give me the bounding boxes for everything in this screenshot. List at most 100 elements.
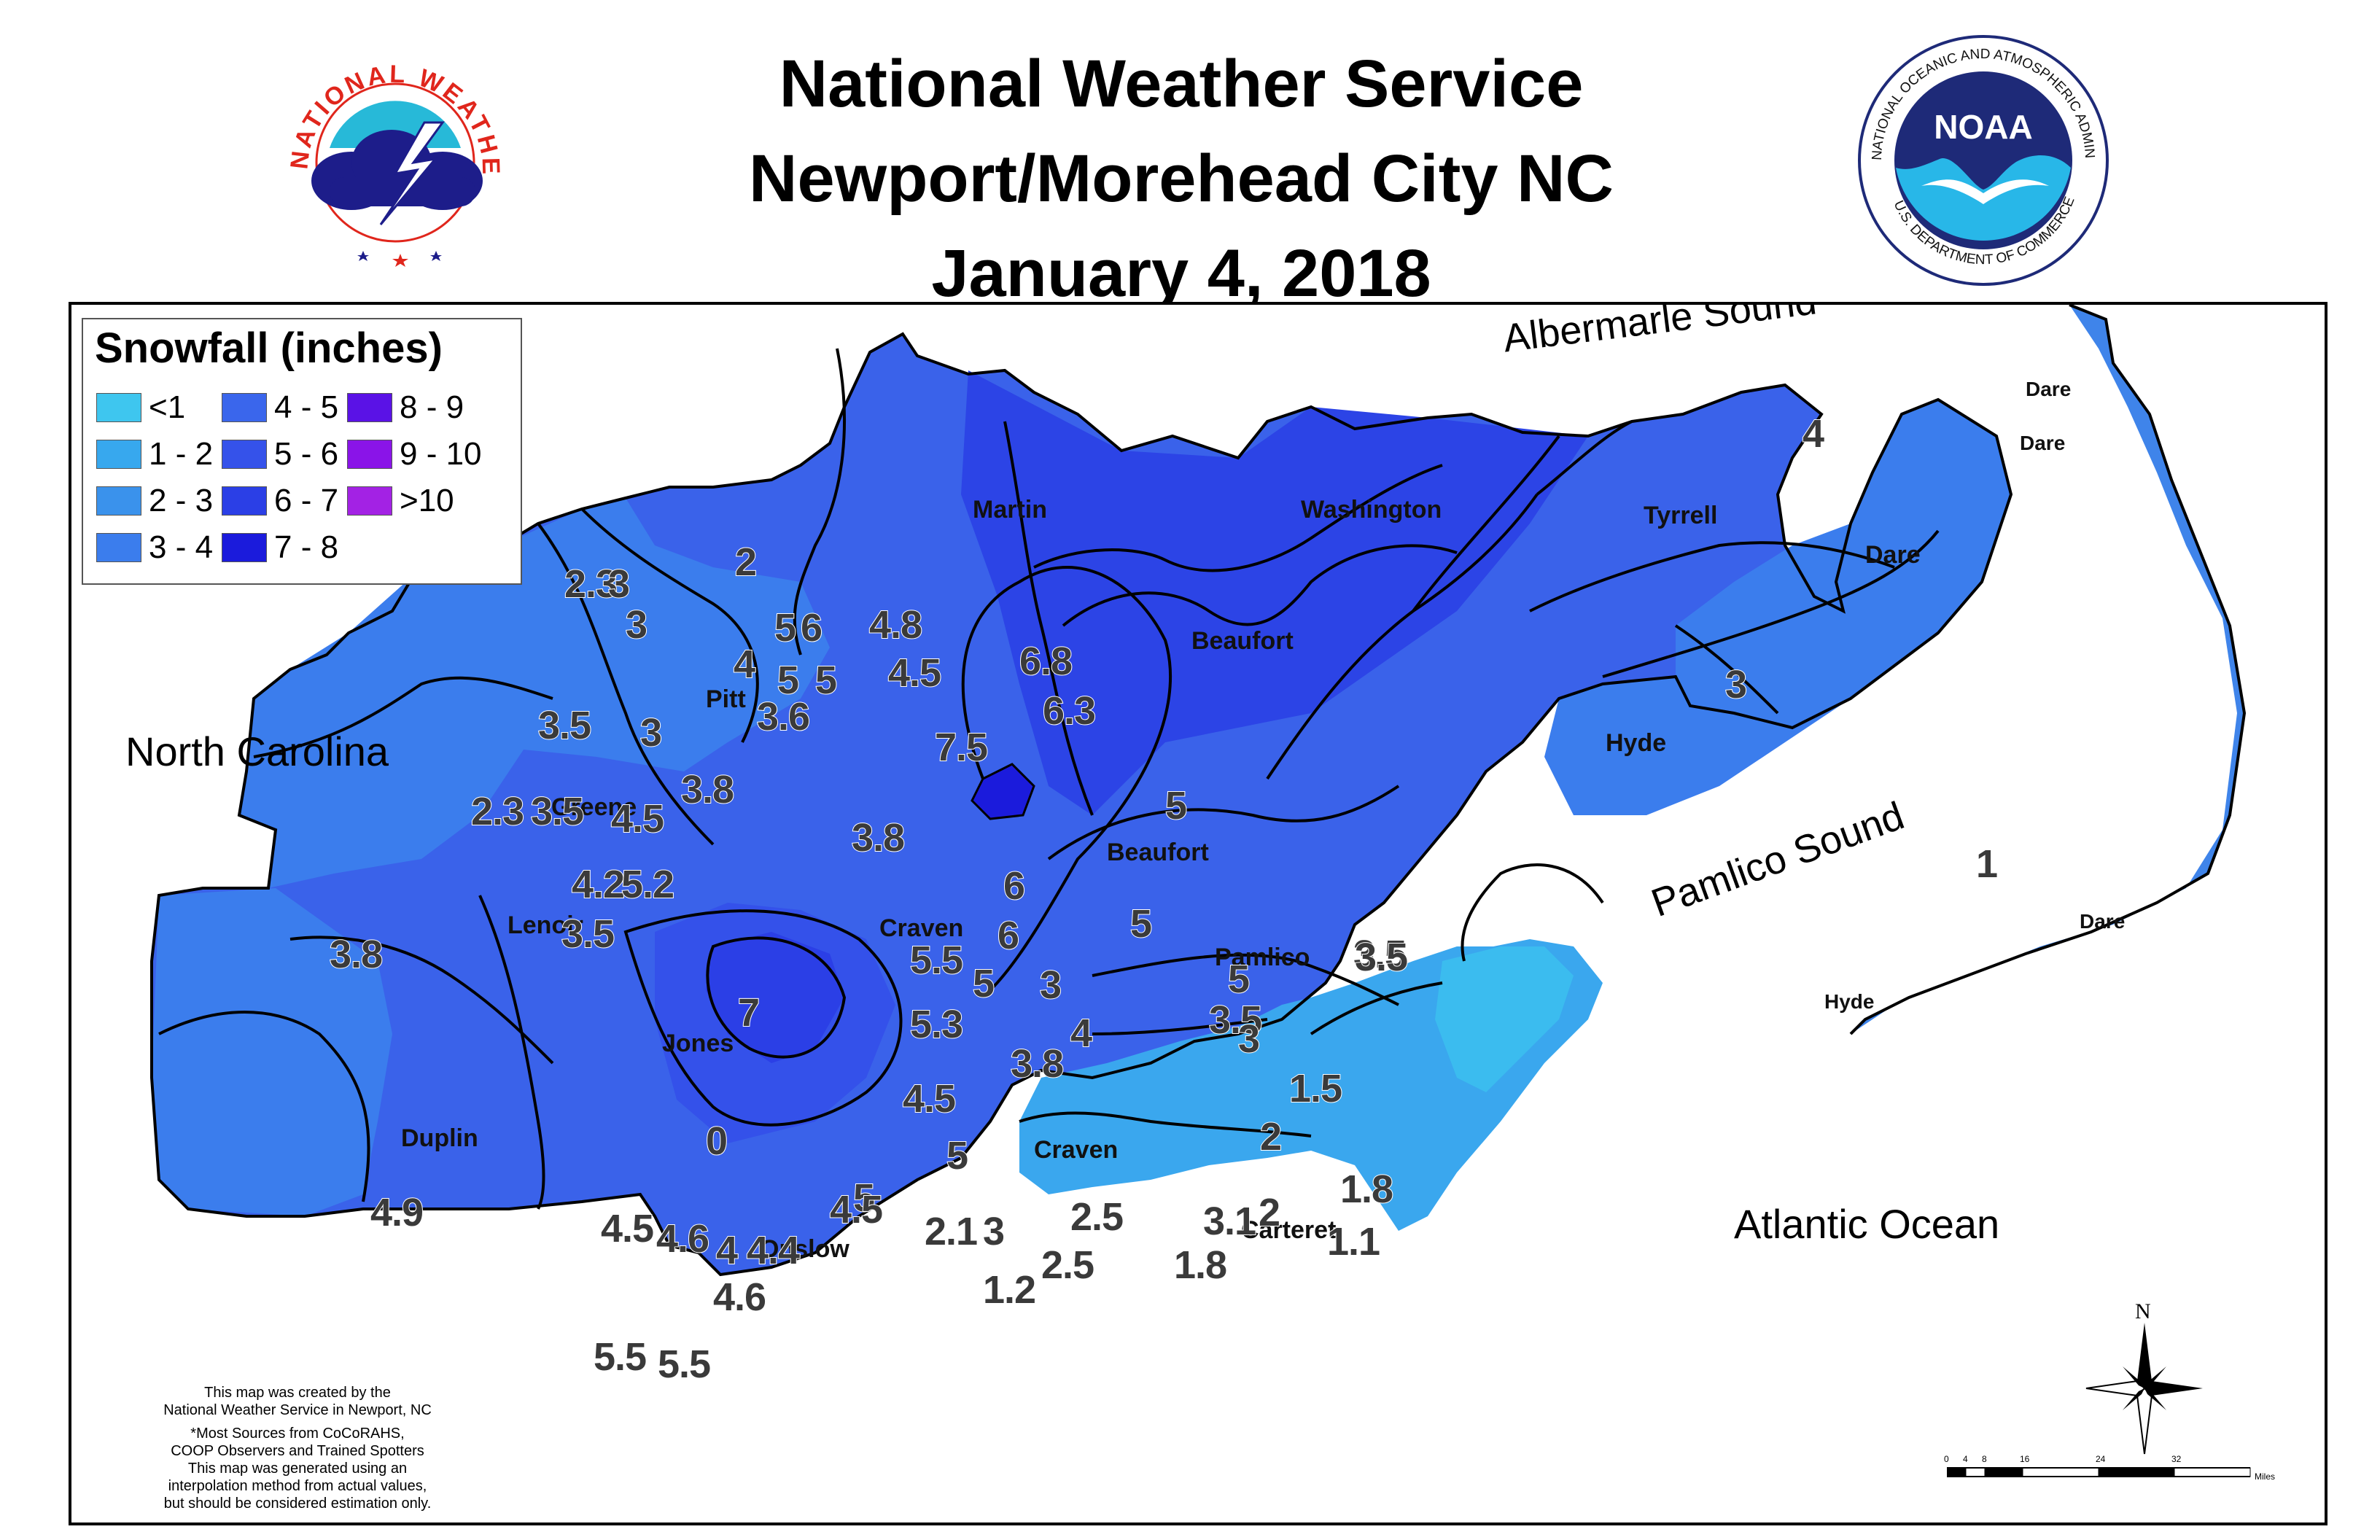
observation-value: 3 [1724,662,1748,707]
observation-value: 5 [946,1133,969,1178]
north-carolina-label: North Carolina [125,728,389,774]
observation-value: 2.5 [1041,1242,1095,1288]
legend-swatch [96,533,141,562]
legend-item: 8 - 9 [347,389,464,426]
observation-value: 5.5 [909,938,964,983]
legend-swatch [96,440,141,469]
county-beaufort-2: Beaufort [1107,839,1209,866]
scale-tick-label: 16 [2020,1454,2030,1464]
county-dare-2: Dare [2020,432,2066,454]
scale-bar [1947,1467,2251,1477]
map-notes: This map was created by the National Weat… [101,1384,494,1518]
observation-value: 2 [1258,1190,1281,1235]
observation-value: 3.5 [1353,932,1407,977]
county-dare-1: Dare [2026,378,2072,400]
county-beaufort-1: Beaufort [1191,627,1294,655]
zone-6-7 [961,370,1588,815]
zone-1-2-carteret-east [1435,946,1574,1092]
note-line-1: This map was created by the [204,1385,391,1401]
observation-value: 6.3 [1042,688,1097,734]
observation-value: 4.6 [656,1216,710,1261]
legend-label: 1 - 2 [149,436,214,472]
county-greene: Greene [551,793,637,821]
note-line-2: National Weather Service in Newport, NC [163,1402,432,1418]
county-tyrrell: Tyrrell [1644,502,1718,529]
legend-label: <1 [149,389,186,425]
legend-item: 3 - 4 [96,529,213,566]
observation-value: 6 [1003,863,1026,909]
observation-value: 5 [852,1175,876,1221]
legend-item: 1 - 2 [96,436,213,472]
atlantic-ocean-label: Atlantic Ocean [1734,1201,2000,1247]
legend-label: >10 [400,483,454,518]
legend-label: 6 - 7 [274,483,339,518]
legend-title: Snowfall (inches) [95,324,443,372]
observation-value: 4 [733,642,756,687]
county-hyde-1: Hyde [1606,729,1667,757]
observation-value: 3.1 [1202,1199,1257,1244]
observation-value: 5.5 [657,1342,712,1387]
note-line-3: *Most Sources from CoCoRAHS, [190,1426,405,1442]
zone-7-8 [971,763,1035,820]
observation-value: 2.5 [1070,1194,1124,1240]
observation-value: 5 [1227,957,1251,1002]
observation-value: 1.5 [1288,1066,1343,1111]
observation-value: 3.5 [561,911,615,957]
title-line-3: January 4, 2018 [931,236,1431,311]
observation-value: 4.4 [746,1228,801,1273]
observation-value: 1.1 [1326,1219,1381,1264]
observation-value: 6 [997,913,1020,958]
scale-tick-label: 0 [1944,1454,1949,1464]
observation-value: 5 [774,605,797,650]
observation-value: 3 [639,710,663,755]
observation-value: 1.2 [982,1267,1037,1312]
scale-tick-label: 24 [2096,1454,2106,1464]
observation-value: 4.9 [370,1190,424,1235]
legend-swatch [222,486,267,516]
observation-value: 4 [1070,1011,1093,1056]
observation-value: 3.8 [680,767,735,812]
observation-value: 7 [737,990,761,1035]
legend-label: 2 - 3 [149,483,214,518]
zone-6-7-jones [706,932,844,1063]
observation-value: 2.3 [564,561,618,607]
note-line-5: This map was generated using an [187,1461,408,1477]
legend-swatch [222,393,267,422]
legend-swatch [347,486,392,516]
observation-value: 1.8 [1173,1242,1228,1288]
observation-value: 3.5 [1208,998,1263,1043]
observation-value: 4.5 [600,1206,655,1251]
legend: Snowfall (inches) <1 1 - 2 2 - 3 3 - 4 4 - 5… [82,318,522,585]
zone-3-4-hyde [1544,400,2011,815]
scale-unit-label: Miles [2255,1471,2276,1482]
scale-tick-label: 4 [1963,1454,1968,1464]
noaa-logo: NOAA NATIONAL OCEANIC AND ATMOSPHERIC AD… [1852,29,2109,286]
compass-rose [2085,1323,2203,1455]
legend-item: 4 - 5 [222,389,338,426]
county-pitt: Pitt [706,685,746,713]
legend-swatch [96,486,141,516]
observation-value: 5.3 [909,1002,964,1047]
observation-value: 4.5 [902,1076,957,1121]
observation-value: 5.2 [621,862,675,907]
observation-value: 3.6 [756,694,811,739]
legend-item: 2 - 3 [96,483,213,519]
county-onslow: Onslow [760,1235,849,1263]
legend-label: 8 - 9 [400,389,464,425]
county-carteret: Carteret [1241,1216,1337,1244]
title-line-2: Newport/Morehead City NC [749,141,1614,216]
observation-value: 4.8 [868,602,923,648]
observation-value: 0 [705,1119,728,1164]
observation-value: 4.2 [571,862,626,907]
contour-lines [150,305,2247,1277]
observation-value: 3 [625,602,648,648]
legend-item: 5 - 6 [222,436,338,472]
compass-north-label: N [2135,1299,2151,1323]
nws-logo: NATIONAL WEATHER SERVICE [271,35,505,272]
legend-item: <1 [96,389,185,426]
county-jones: Jones [662,1030,734,1057]
observation-value: 6 [800,605,823,650]
legend-item: >10 [347,483,454,519]
observation-value: 2 [1259,1114,1283,1159]
observation-value: 2.1 [924,1209,979,1254]
